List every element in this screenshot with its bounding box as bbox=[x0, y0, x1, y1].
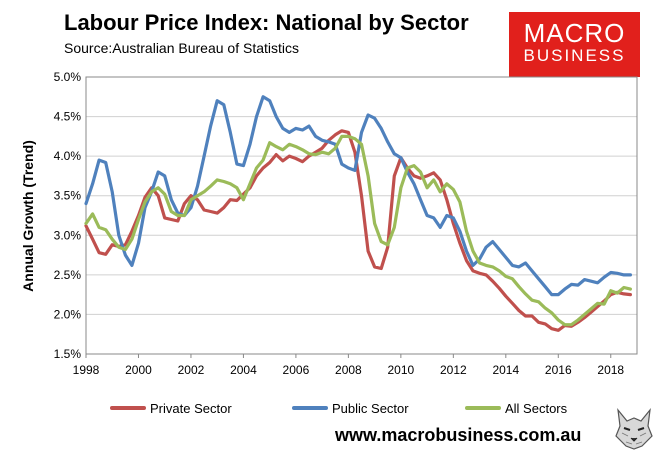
chart-title: Labour Price Index: National by Sector bbox=[64, 10, 469, 35]
gridlines bbox=[86, 76, 637, 355]
website-url[interactable]: www.macrobusiness.com.au bbox=[335, 425, 582, 445]
y-tick-label: 3.0% bbox=[54, 228, 82, 242]
plot-area bbox=[85, 76, 638, 355]
logo-line-1: MACRO bbox=[523, 18, 626, 48]
y-tick-label: 2.0% bbox=[54, 307, 82, 321]
y-tick-label: 2.5% bbox=[54, 268, 82, 282]
x-tick-label: 2010 bbox=[388, 363, 415, 377]
legend: Private Sector Public Sector All Sectors bbox=[110, 401, 568, 416]
x-tick-label: 2014 bbox=[492, 363, 519, 377]
x-tick-label: 2000 bbox=[125, 363, 152, 377]
legend-label-all-sectors: All Sectors bbox=[505, 401, 568, 416]
x-tick-label: 2006 bbox=[283, 363, 310, 377]
y-tick-label: 3.5% bbox=[54, 189, 82, 203]
x-tick-label: 2012 bbox=[440, 363, 467, 377]
y-axis-label: Annual Growth (Trend) bbox=[20, 140, 36, 292]
x-tick-label: 2002 bbox=[178, 363, 205, 377]
series-line-all-sectors bbox=[84, 134, 633, 327]
plot-border bbox=[85, 76, 638, 355]
chart-subtitle: Source:Australian Bureau of Statistics bbox=[64, 40, 300, 56]
x-tick-label: 2016 bbox=[545, 363, 572, 377]
y-tick-label: 1.5% bbox=[54, 347, 82, 361]
series-line-private-sector bbox=[84, 129, 633, 332]
wolf-icon bbox=[612, 406, 656, 450]
y-tick-label: 4.5% bbox=[54, 110, 82, 124]
series-line-public-sector bbox=[84, 95, 633, 297]
x-tick-label: 2004 bbox=[230, 363, 257, 377]
series-lines bbox=[84, 95, 633, 332]
y-tick-label: 4.0% bbox=[54, 149, 82, 163]
legend-label-private-sector: Private Sector bbox=[150, 401, 232, 416]
x-tick-label: 1998 bbox=[73, 363, 100, 377]
logo-line-2: BUSINESS bbox=[523, 46, 626, 65]
x-tick-label: 2008 bbox=[335, 363, 362, 377]
x-tick-labels: 1998 2000 2002 2004 2006 2008 2010 2012 2014 2016… bbox=[73, 354, 624, 377]
macrobusiness-logo: MACRO BUSINESS bbox=[509, 12, 640, 77]
x-tick-label: 2018 bbox=[597, 363, 624, 377]
y-tick-labels: 1.5% 2.0% 2.5% 3.0% 3.5% 4.0% 4.5% 5.0% bbox=[54, 70, 82, 361]
y-tick-label: 5.0% bbox=[54, 70, 82, 84]
legend-label-public-sector: Public Sector bbox=[332, 401, 409, 416]
